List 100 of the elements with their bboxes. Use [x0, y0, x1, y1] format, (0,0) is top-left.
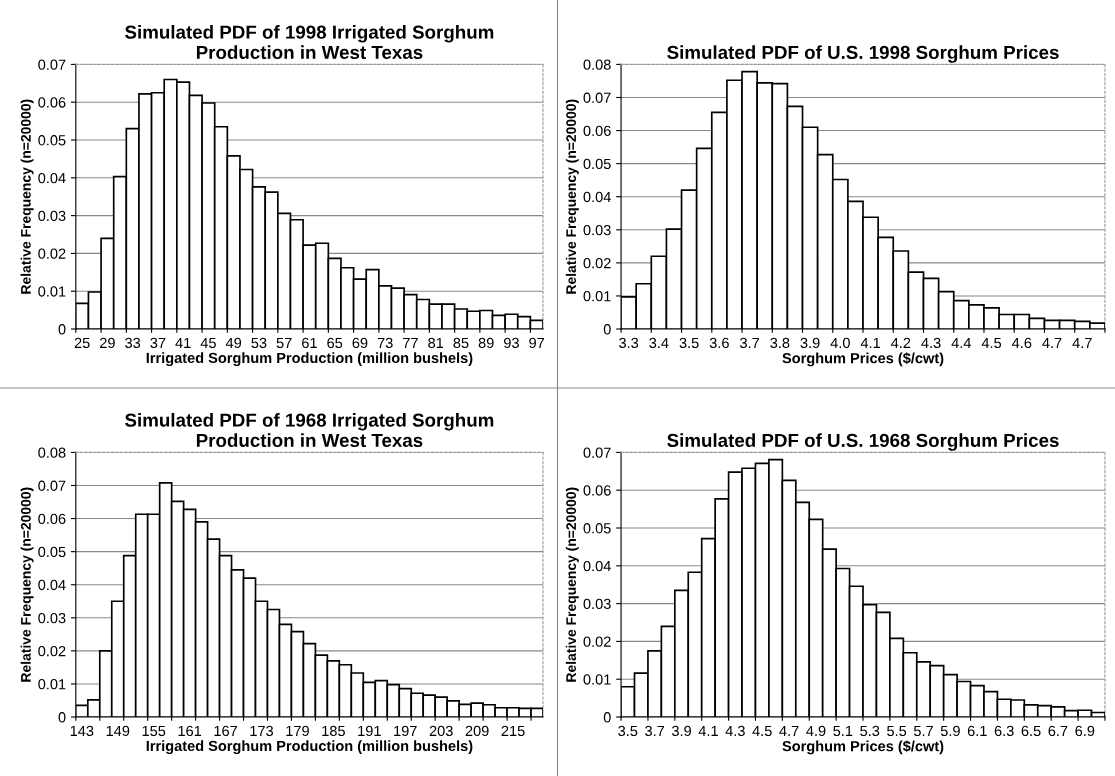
y-tick-label: 0.07 — [583, 92, 611, 103]
x-tick-label: 89 — [478, 337, 494, 349]
x-tick-label: 167 — [214, 725, 237, 737]
y-axis-title: Relative Frequency (n=20000) — [565, 487, 579, 682]
x-tick-label: 53 — [251, 337, 267, 349]
x-tick-label: 173 — [250, 725, 274, 737]
x-tick-label: 5.1 — [833, 725, 853, 737]
y-tick-label: 0.06 — [583, 485, 611, 496]
x-tick-label: 37 — [150, 337, 166, 349]
chart-title: Simulated PDF of 1968 Irrigated Sorghum Production in West Texas — [125, 412, 494, 448]
x-tick-label: 4.7 — [779, 725, 799, 736]
x-tick-label: 93 — [504, 337, 519, 349]
x-tick-label: 3.3 — [619, 337, 639, 349]
x-tick-label: 6.5 — [1021, 725, 1041, 737]
x-tick-label: 3.7 — [645, 725, 665, 737]
x-tick-label: 41 — [175, 337, 191, 348]
x-tick-label: 3.4 — [649, 337, 669, 349]
y-axis-title: Relative Frequency (n=20000) — [565, 99, 579, 294]
x-tick-label: 197 — [394, 725, 417, 737]
y-tick-label: 0.04 — [38, 579, 66, 591]
x-tick-label: 69 — [352, 337, 368, 349]
y-tick-label: 0.05 — [583, 158, 611, 170]
x-tick-label: 203 — [429, 725, 453, 737]
x-tick-label: 149 — [106, 725, 130, 737]
y-tick-label: 0.04 — [583, 560, 611, 572]
y-tick-label: 0.05 — [38, 546, 66, 558]
y-tick-label: 0 — [58, 324, 66, 335]
y-tick-label: 0.06 — [38, 513, 66, 524]
x-tick-label: 3.6 — [709, 337, 729, 349]
y-axis-title: Relative Frequency (n=20000) — [20, 487, 34, 682]
y-tick-label: 0.06 — [38, 97, 66, 108]
x-tick-label: 191 — [358, 725, 381, 737]
x-axis-title: Sorghum Prices ($/cwt) — [782, 740, 944, 755]
x-axis-title: Irrigated Sorghum Production (million bushels) — [146, 352, 473, 366]
x-tick-label: 5.7 — [913, 725, 933, 737]
y-tick-label: 0.07 — [38, 59, 66, 70]
x-tick-label: 3.5 — [679, 337, 699, 349]
y-tick-label: 0.02 — [583, 636, 611, 647]
x-tick-label: 6.1 — [967, 725, 987, 737]
x-tick-label: 4.6 — [1011, 337, 1032, 349]
x-tick-label: 179 — [286, 725, 309, 737]
x-tick-label: 33 — [125, 337, 141, 349]
x-tick-label: 185 — [322, 725, 345, 737]
x-tick-label: 4.1 — [860, 337, 880, 348]
y-tick-label: 0.08 — [38, 447, 66, 458]
x-tick-label: 3.9 — [800, 337, 820, 349]
x-tick-label: 49 — [225, 337, 242, 349]
x-tick-label: 25 — [74, 337, 90, 349]
y-tick-label: 0.04 — [583, 191, 611, 203]
x-tick-label: 3.7 — [740, 337, 759, 349]
x-tick-label: 4.0 — [830, 337, 850, 349]
x-tick-label: 85 — [453, 337, 469, 349]
y-tick-label: 0.07 — [38, 480, 66, 491]
y-tick-label: 0 — [603, 712, 611, 723]
x-tick-label: 4.1 — [698, 725, 718, 736]
y-tick-label: 0.03 — [583, 224, 611, 236]
y-tick-label: 0.06 — [583, 125, 611, 136]
y-tick-label: 0.03 — [38, 612, 66, 624]
x-tick-label: 5.3 — [860, 725, 880, 737]
x-axis-title: Irrigated Sorghum Production (million bushels) — [146, 740, 473, 754]
y-tick-label: 0.08 — [583, 59, 611, 70]
x-tick-label: 73 — [377, 337, 393, 349]
x-tick-label: 57 — [276, 337, 292, 349]
x-tick-label: 61 — [302, 337, 317, 349]
y-tick-label: 0.01 — [583, 291, 611, 302]
y-tick-label: 0.05 — [583, 523, 611, 534]
x-tick-label: 77 — [403, 337, 418, 348]
x-tick-label: 45 — [200, 337, 216, 349]
y-axis-title: Relative Frequency (n=20000) — [20, 99, 34, 294]
x-tick-label: 29 — [100, 337, 115, 349]
x-tick-label: 4.3 — [921, 337, 941, 349]
x-tick-label: 4.9 — [806, 725, 826, 737]
x-axis-title: Sorghum Prices ($/cwt) — [782, 352, 944, 367]
x-tick-label: 3.5 — [618, 725, 638, 737]
x-tick-label: 4.3 — [725, 725, 745, 737]
y-tick-label: 0.04 — [38, 172, 66, 184]
x-tick-label: 3.9 — [671, 725, 691, 737]
chart-title: Simulated PDF of U.S. 1968 Sorghum Prices — [667, 433, 1059, 451]
x-tick-label: 4.4 — [951, 337, 972, 348]
y-tick-label: 0.01 — [38, 679, 66, 690]
y-tick-label: 0.01 — [583, 674, 611, 685]
x-tick-label: 6.3 — [994, 725, 1014, 737]
x-tick-label: 215 — [501, 725, 525, 737]
y-tick-label: 0 — [58, 712, 66, 723]
x-tick-label: 6.9 — [1075, 725, 1095, 737]
x-tick-label: 209 — [465, 725, 489, 737]
x-tick-label: 4.5 — [752, 725, 772, 737]
y-tick-label: 0.02 — [38, 248, 66, 259]
x-tick-label: 4.2 — [891, 337, 911, 348]
x-tick-label: 3.8 — [770, 337, 790, 349]
x-tick-label: 155 — [142, 725, 166, 737]
y-tick-label: 0.02 — [583, 257, 611, 269]
x-tick-label: 6.7 — [1048, 725, 1068, 737]
y-tick-label: 0.01 — [38, 286, 66, 297]
x-tick-label: 161 — [178, 725, 202, 737]
y-tick-label: 0.03 — [583, 598, 611, 610]
x-tick-label: 4.7 — [1072, 337, 1092, 348]
x-tick-label: 4.5 — [981, 337, 1002, 349]
x-tick-label: 5.9 — [940, 725, 960, 737]
chart-title: Simulated PDF of 1998 Irrigated Sorghum Production in West Texas — [125, 24, 494, 60]
